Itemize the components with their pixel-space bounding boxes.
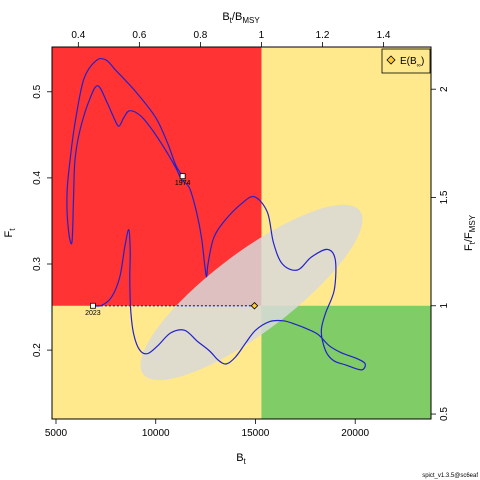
top-tick-label: 0.8	[193, 30, 207, 41]
x-tick-label: 5000	[45, 428, 68, 439]
top-axis-label: Bt/BMSY	[222, 11, 260, 25]
legend-box	[381, 48, 431, 74]
x-tick-label: 20000	[341, 428, 369, 439]
axes: 5000 10000 15000 20000 0.2 0.3 0.4 0.5 0.4 0.6 0.8…	[32, 30, 450, 439]
right-tick-label: 1.5	[439, 190, 450, 204]
legend-diamond-icon	[386, 55, 396, 65]
right-tick-label: 1	[439, 303, 450, 309]
footer-version: spict_v1.3.5@sc6eaf	[422, 473, 478, 479]
plot-frame	[51, 46, 432, 420]
equilibrium-marker	[250, 301, 259, 310]
y-tick-label: 0.4	[32, 171, 43, 185]
top-tick-label: 0.6	[132, 30, 146, 41]
trajectory-line	[66, 57, 366, 371]
y-tick-label: 0.3	[32, 257, 43, 271]
x-axis-label: Bt	[236, 452, 246, 466]
start-marker	[179, 173, 186, 180]
top-tick-label: 1	[259, 30, 265, 41]
right-tick-label: 2	[439, 86, 450, 92]
right-tick-label: 0.5	[439, 407, 450, 421]
y-tick-label: 0.5	[32, 84, 43, 98]
right-axis-label: Ft/FMSY	[463, 214, 477, 251]
x-tick-label: 10000	[142, 428, 170, 439]
y-axis-label: Ft	[3, 228, 17, 238]
top-tick-label: 0.4	[71, 30, 85, 41]
ellipse-shape	[140, 204, 363, 381]
quadrant-regions	[52, 47, 431, 419]
legend-label: E(B∞)	[400, 56, 424, 69]
x-tick-label: 15000	[242, 428, 270, 439]
y-tick-label: 0.2	[32, 343, 43, 357]
legend: E(B∞)	[381, 48, 431, 74]
confidence-ellipse	[140, 204, 363, 381]
quadrant-healthy	[261, 305, 431, 419]
top-tick-label: 1.2	[316, 30, 330, 41]
trajectory	[66, 57, 366, 371]
end-year-label: 2023	[85, 310, 101, 317]
top-tick-label: 1.4	[377, 30, 391, 41]
markers: 1974 2023	[85, 173, 259, 317]
start-year-label: 1974	[175, 180, 191, 187]
end-marker	[89, 302, 96, 309]
